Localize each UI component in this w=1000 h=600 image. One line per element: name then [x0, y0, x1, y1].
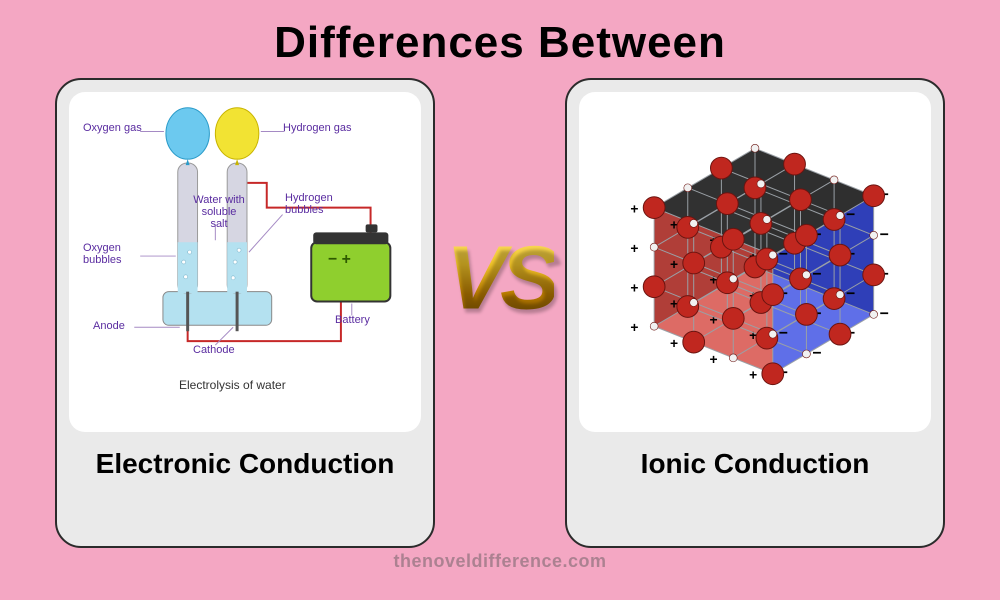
panel-electronic: − + Oxygen gas Hydrogen gas Oxygen bubbl… [55, 78, 435, 548]
electrolysis-diagram: − + Oxygen gas Hydrogen gas Oxygen bubbl… [69, 92, 421, 432]
label-water-salt: Water with soluble salt [193, 194, 245, 230]
panel-label-ionic: Ionic Conduction [641, 446, 870, 481]
svg-text:+: + [749, 367, 757, 383]
svg-text:− +: − + [328, 251, 351, 268]
svg-text:+: + [710, 351, 718, 367]
watermark: thenoveldifference.com [393, 551, 606, 572]
vs-badge: VS [446, 228, 554, 331]
svg-text:−: − [880, 305, 889, 322]
label-anode: Anode [93, 320, 125, 332]
label-hydrogen-gas: Hydrogen gas [283, 122, 352, 134]
ionic-lattice-diagram: ++++++++++++++++−−−−−−−−−−−−−−−− [579, 92, 931, 432]
panels-row: − + Oxygen gas Hydrogen gas Oxygen bubbl… [0, 68, 1000, 548]
svg-text:−: − [880, 226, 889, 243]
label-hydrogen-bubbles: Hydrogen bubbles [285, 192, 343, 216]
svg-text:+: + [670, 335, 678, 351]
panel-label-electronic: Electronic Conduction [96, 446, 395, 481]
svg-text:+: + [710, 311, 718, 327]
svg-text:+: + [630, 280, 638, 296]
panel-ionic: ++++++++++++++++−−−−−−−−−−−−−−−− Ionic C… [565, 78, 945, 548]
label-oxygen-bubbles: Oxygen bubbles [83, 242, 138, 266]
label-cathode: Cathode [193, 344, 235, 356]
caption-electrolysis: Electrolysis of water [179, 378, 286, 392]
svg-text:+: + [630, 319, 638, 335]
svg-text:+: + [670, 256, 678, 272]
svg-text:+: + [630, 240, 638, 256]
svg-text:+: + [630, 201, 638, 217]
page-title: Differences Between [0, 0, 1000, 68]
label-battery: Battery [335, 314, 370, 326]
label-oxygen-gas: Oxygen gas [83, 122, 142, 134]
